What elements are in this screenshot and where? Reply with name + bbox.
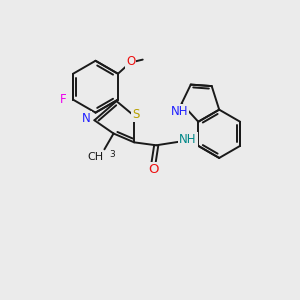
Text: CH: CH xyxy=(87,152,103,162)
Text: 3: 3 xyxy=(109,151,115,160)
Text: O: O xyxy=(148,163,159,176)
Text: S: S xyxy=(132,108,139,121)
Text: F: F xyxy=(60,93,67,106)
Text: N: N xyxy=(82,112,91,125)
Text: O: O xyxy=(126,56,135,68)
Text: NH: NH xyxy=(179,133,197,146)
Text: NH: NH xyxy=(170,105,188,118)
